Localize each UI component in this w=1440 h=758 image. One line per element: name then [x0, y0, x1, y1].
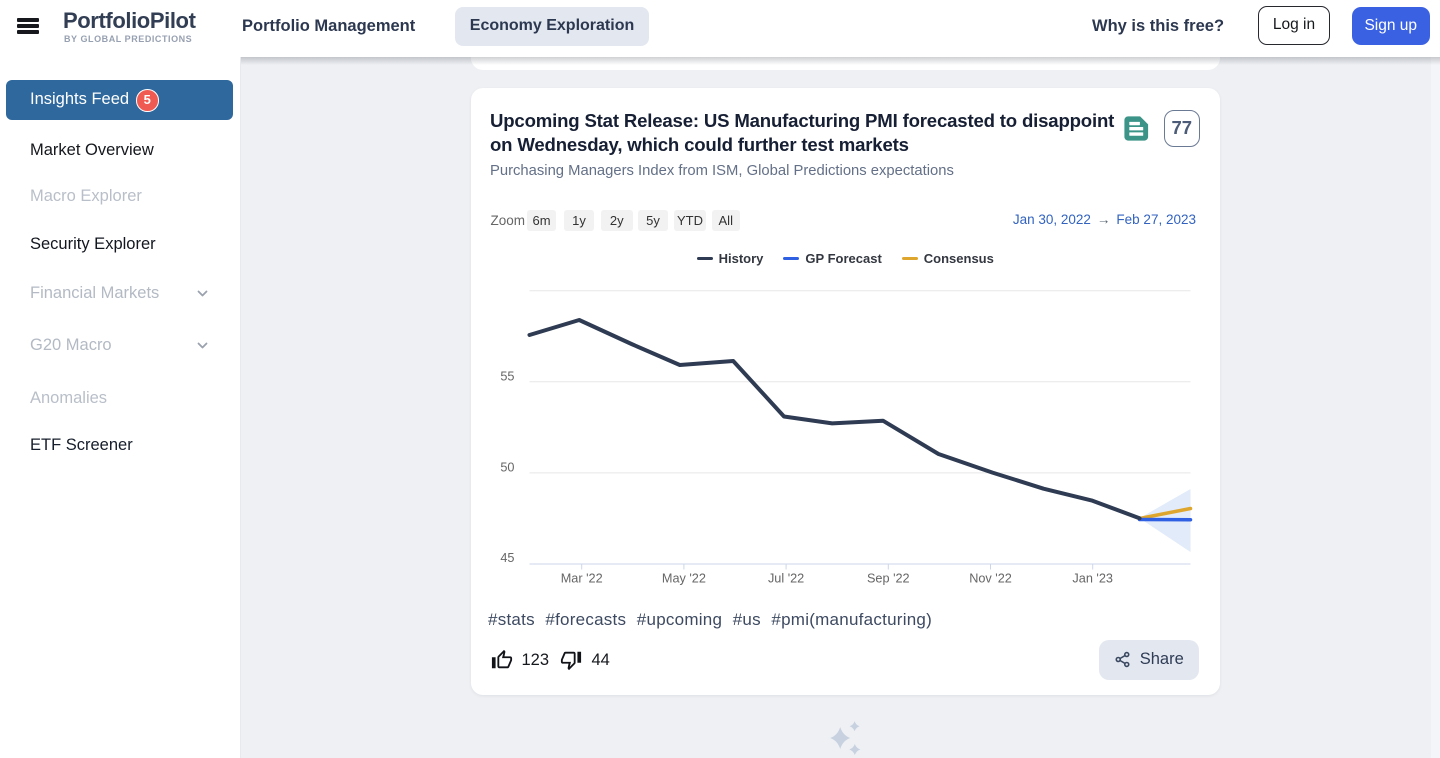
svg-text:Jan '23: Jan '23 [1072, 572, 1113, 586]
svg-text:55: 55 [500, 369, 514, 383]
svg-text:45: 45 [500, 551, 514, 565]
svg-text:Jul '22: Jul '22 [767, 572, 803, 586]
svg-text:May '22: May '22 [661, 572, 705, 586]
svg-text:Mar '22: Mar '22 [560, 572, 602, 586]
svg-text:50: 50 [500, 460, 514, 474]
svg-text:Sep '22: Sep '22 [866, 572, 909, 586]
svg-text:Nov '22: Nov '22 [969, 572, 1012, 586]
